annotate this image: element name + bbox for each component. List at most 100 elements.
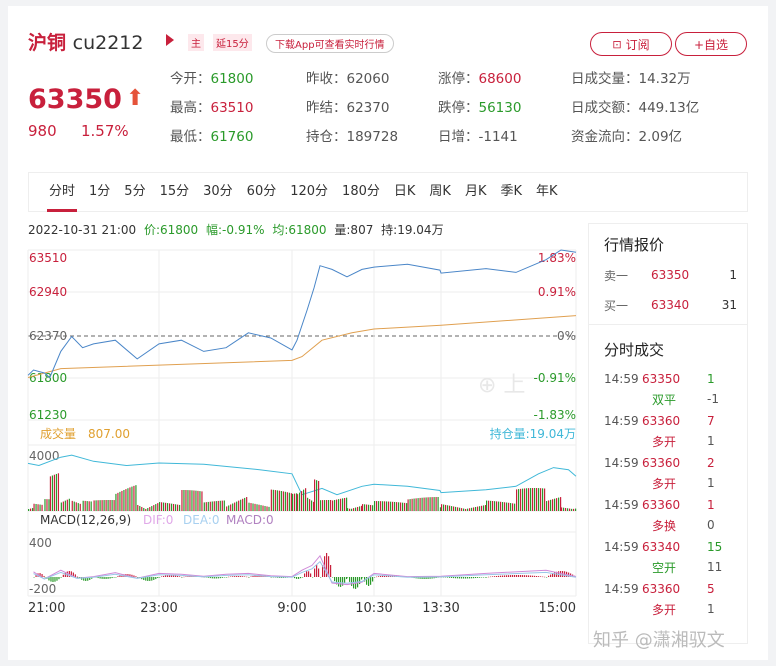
macd-bar [135, 576, 137, 577]
tab-0[interactable]: 分时 [46, 173, 78, 212]
macd-bar [248, 577, 250, 578]
oi-label: 持仓量:19.04万 [490, 426, 576, 441]
y-tick-left: 61800 [29, 371, 67, 385]
y-tick-right: -0.91% [534, 371, 576, 385]
play-icon[interactable] [166, 34, 174, 46]
volume-bar [232, 503, 234, 511]
download-app-link[interactable]: 下载App可查看实时行情 [266, 34, 394, 53]
volume-bar [258, 504, 260, 511]
volume-bar [409, 499, 411, 511]
quote-title: 行情报价 [604, 236, 665, 254]
volume-bar [199, 491, 201, 511]
volume-bar [538, 488, 540, 511]
volume-bar [364, 504, 366, 511]
volume-bar [457, 507, 459, 511]
macd-bar [85, 577, 87, 581]
stat-label: 跌停： [438, 100, 479, 116]
instrument-name: 沪铜 [28, 32, 67, 54]
volume-bar [421, 497, 423, 511]
volume-bar [370, 504, 372, 511]
volume-bar [361, 505, 363, 511]
volume-bar [573, 508, 575, 511]
info-price: 价:61800 [143, 223, 199, 237]
volume-bar [197, 490, 199, 511]
macd-bar [308, 571, 310, 577]
tab-7[interactable]: 180分 [342, 184, 380, 199]
tab-2[interactable]: 5分 [124, 184, 146, 199]
stat-value: 61800 [210, 71, 254, 87]
macd-bar [43, 575, 45, 577]
macd-bar [187, 576, 189, 577]
macd-bar [485, 577, 487, 578]
intraday-chart[interactable]: 63510 62940 62370 61800 61230 1.83% 0.91% 0% -0.… [8, 6, 588, 626]
volume-bar [510, 503, 512, 511]
side-label: 买一 [604, 298, 629, 313]
tab-8[interactable]: 日K [393, 184, 416, 199]
macd-bar [145, 577, 147, 581]
volume-bar [173, 503, 175, 511]
tick-time: 14:59 [604, 414, 639, 428]
volume-bar [77, 503, 79, 511]
macd-bar [342, 577, 344, 586]
macd-bar [219, 577, 221, 579]
volume-bar [520, 488, 522, 511]
volume-bar [215, 501, 217, 511]
tab-10[interactable]: 月K [464, 184, 487, 199]
macd-bar [298, 577, 300, 579]
macd-bar [272, 577, 274, 578]
volume-bar [413, 498, 415, 511]
volume-bar [567, 508, 569, 511]
tab-3[interactable]: 15分 [159, 184, 190, 199]
tab-4[interactable]: 30分 [203, 184, 233, 199]
stat-value: 449.13亿 [638, 100, 700, 116]
volume-bar [84, 500, 86, 511]
macd-bar [101, 577, 103, 579]
order-book-row: 卖一 63350 1 [589, 260, 747, 290]
volume-bar [386, 501, 388, 511]
tab-6[interactable]: 120分 [290, 184, 329, 199]
macd-bar [326, 553, 328, 577]
y-tick-right: 0.91% [538, 285, 576, 299]
volume-bar [473, 507, 475, 511]
tick-price: 63340 [642, 540, 681, 554]
info-time: 2022-10-31 21:00 [28, 223, 137, 237]
volume-bar [131, 486, 133, 511]
tick-row: 14:59 63340 15 空开 11 [589, 537, 747, 577]
volume-bar [44, 499, 46, 511]
stat-item: 昨收：62060 [306, 67, 389, 87]
macd-bar [50, 577, 52, 582]
watermark: 知乎 @潇湘驭文 [593, 630, 725, 651]
stat-item: 日增：-1141 [438, 125, 518, 145]
macd-bar [155, 577, 157, 580]
macd-bar [372, 577, 374, 582]
volume-bar [256, 504, 258, 511]
macd-bar [336, 577, 338, 585]
tab-5[interactable]: 60分 [246, 184, 277, 199]
volume-bar [109, 500, 111, 511]
ticks-title: 分时成交 [604, 341, 665, 359]
macd-bar [133, 575, 135, 577]
volume-bar [554, 498, 556, 511]
macd-bar [415, 577, 417, 579]
tab-1[interactable]: 1分 [89, 184, 111, 199]
volume-bar [193, 490, 195, 511]
tab-11[interactable]: 季K [500, 184, 522, 199]
volume-bar [447, 505, 449, 511]
volume-bar [498, 501, 500, 511]
add-watchlist-button[interactable]: +自选 [675, 32, 747, 56]
macd-bar [328, 556, 330, 577]
volume-bar [37, 504, 39, 511]
volume-bar [268, 506, 270, 511]
tab-9[interactable]: 周K [429, 184, 451, 199]
subscribe-button[interactable]: ⊡ 订阅 [590, 32, 672, 56]
macd-bar [351, 577, 353, 586]
volume-bar [394, 501, 396, 511]
volume-bar [143, 507, 145, 511]
volume-bar [60, 502, 62, 511]
macd-bar [306, 571, 308, 577]
volume-bar [419, 497, 421, 511]
stat-item: 涨停：68600 [438, 67, 521, 87]
tab-12[interactable]: 年K [536, 184, 558, 199]
volume-bar [512, 503, 514, 511]
volume-bar [97, 500, 99, 511]
